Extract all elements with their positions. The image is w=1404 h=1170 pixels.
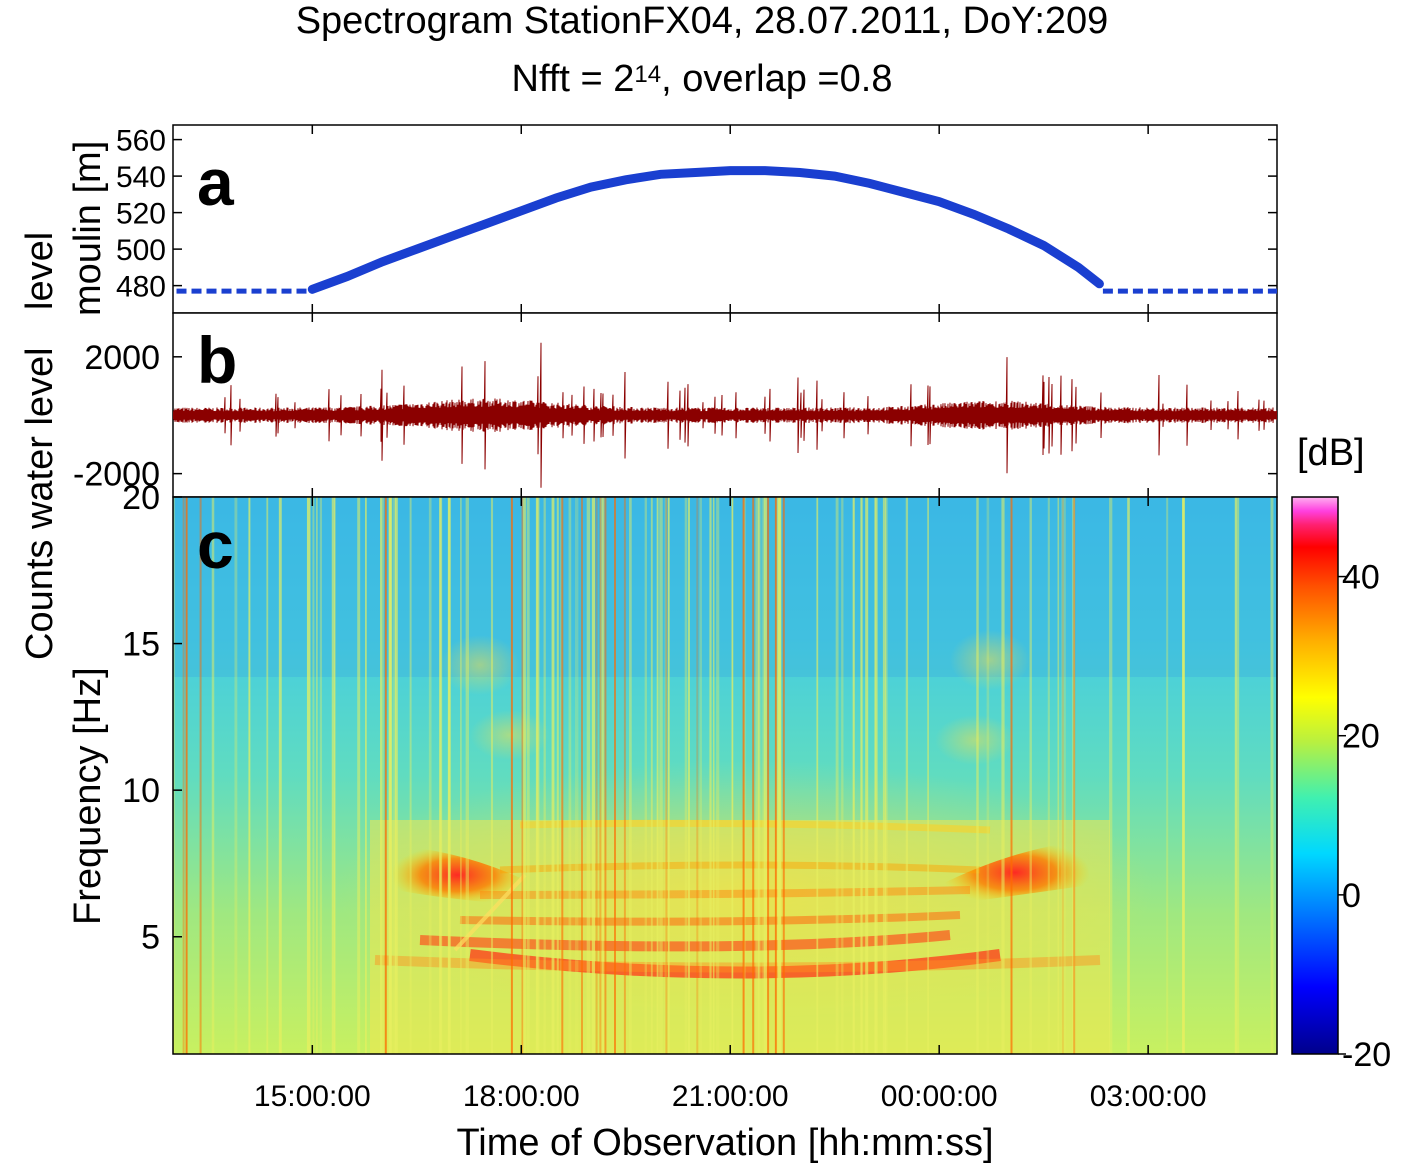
panel-c-ytick-label: 10: [122, 772, 160, 810]
panel-c-ylabel: Frequency [Hz]: [67, 667, 109, 925]
x-tick-label: 15:00:00: [254, 1080, 371, 1113]
panel-a-ytick-label: 480: [116, 271, 166, 304]
panel-a-ylabel: moulin [m]: [67, 141, 109, 316]
x-tick-label: 03:00:00: [1090, 1080, 1207, 1113]
panel-c-ytick-label: 20: [122, 479, 160, 517]
panel-a-ylabel-level: level: [19, 232, 61, 310]
panel-c-ytick-label: 5: [141, 919, 160, 957]
panel-b-label: b: [197, 323, 237, 397]
panel-a-frame: [172, 124, 1278, 314]
panel-c-label: c: [197, 508, 234, 582]
colorbar-tick-label: 20: [1342, 718, 1380, 756]
panel-c-frame: [172, 496, 1278, 1055]
figure-subtitle: Nfft = 214, overlap =0.8: [511, 58, 893, 100]
colorbar-tick-label: -20: [1342, 1036, 1391, 1074]
panel-a-ytick-label: 500: [116, 234, 166, 267]
colorbar-unit: [dB]: [1297, 432, 1365, 474]
figure-title: Spectrogram StationFX04, 28.07.2011, DoY…: [295, 0, 1109, 42]
water-level-series-1: [307, 166, 1104, 294]
colorbar-ticks: 40 20 0 -20: [1338, 559, 1391, 1074]
x-tick-label: 21:00:00: [672, 1080, 789, 1113]
panel-a-ytick-label: 540: [116, 161, 166, 194]
panel-c-ytick-label: 15: [122, 626, 160, 664]
colorbar-tick-label: 40: [1342, 559, 1380, 597]
x-axis-label: Time of Observation [hh:mm:ss]: [456, 1122, 993, 1164]
panel-b-yticks: 2000 -2000: [73, 339, 1277, 494]
seismogram-trace: [173, 342, 1277, 488]
spectrogram-heatmap: [173, 497, 1277, 1054]
x-tick-label: 18:00:00: [463, 1080, 580, 1113]
panel-b-ytick-label: -2000: [73, 456, 160, 494]
panel-b-frame: [172, 312, 1278, 498]
colorbar: [1291, 496, 1339, 1055]
panel-a-plot: [176, 166, 1277, 294]
panel-b-ylabel: Counts water level: [19, 347, 61, 660]
spectrogram-stripes: [173, 497, 1274, 1054]
colorbar-tick-label: 0: [1342, 877, 1361, 915]
panel-a-ytick-label: 560: [116, 125, 166, 158]
panel-a-ytick-label: 520: [116, 198, 166, 231]
x-axis-ticks: 15:00:00 18:00:00 21:00:00 00:00:00 03:00:00: [254, 125, 1207, 1113]
panel-c-yticks: 20 15 10 5: [122, 479, 182, 957]
x-tick-label: 00:00:00: [881, 1080, 998, 1113]
panel-a-label: a: [197, 145, 235, 219]
panel-b-ytick-label: 2000: [84, 339, 160, 377]
